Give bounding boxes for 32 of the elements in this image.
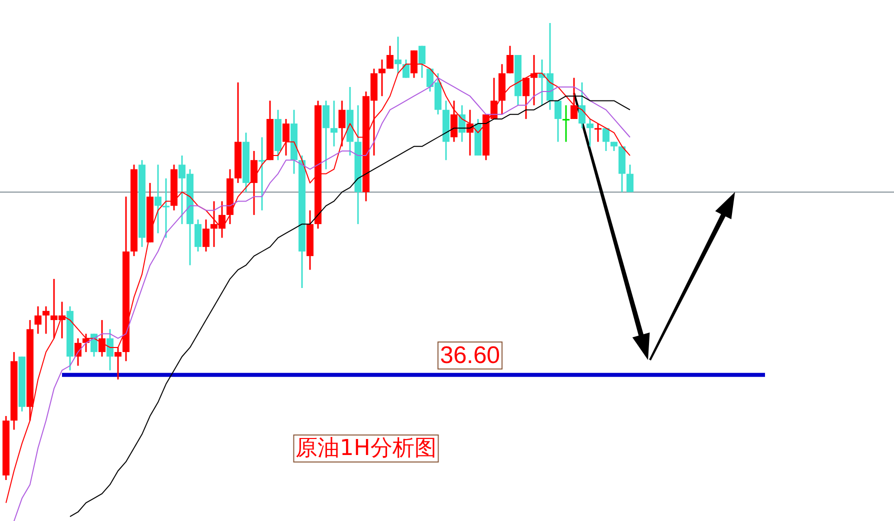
candlestick [386, 45, 394, 70]
candlestick [378, 58, 386, 97]
candlestick [330, 100, 338, 148]
candlestick [554, 100, 562, 143]
candlestick [194, 218, 202, 252]
candlestick [282, 118, 290, 156]
candlestick [154, 164, 162, 234]
candlestick [202, 218, 210, 252]
candlestick [394, 36, 402, 74]
candlestick [450, 100, 458, 143]
candlestick [114, 346, 122, 380]
candlestick [322, 100, 330, 170]
candlestick [162, 178, 170, 239]
candlestick [586, 118, 594, 148]
candlestick [594, 122, 602, 143]
candlestick [34, 306, 42, 335]
title: 原油1H分析图 [293, 434, 439, 462]
candlestick [602, 127, 610, 152]
candlestick [418, 45, 426, 79]
candlestick [570, 77, 578, 120]
candlestick [98, 319, 106, 358]
candlestick [338, 100, 346, 148]
candlestick [562, 104, 570, 143]
annotation: 36.60 [437, 342, 503, 370]
candlestick [578, 82, 586, 129]
candlestick [626, 164, 634, 193]
candlestick [106, 328, 114, 372]
candlestick [402, 58, 410, 79]
candlestick [250, 150, 258, 216]
candlestick [42, 306, 50, 335]
candlestick [506, 45, 514, 74]
candlestick [522, 77, 530, 120]
